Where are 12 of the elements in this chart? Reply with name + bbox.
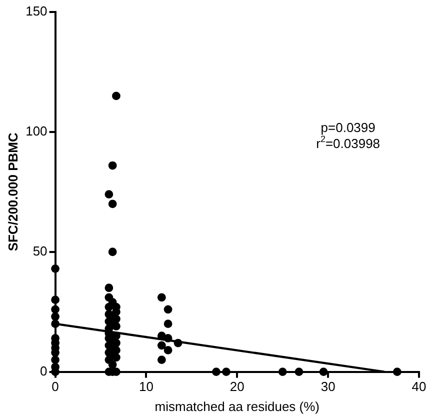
y-tick-label: 150 [26,4,48,19]
annotation: p=0.0399 [320,120,376,135]
y-tick-label: 50 [32,243,48,258]
y-tick-label: 0 [40,363,48,378]
x-axis-title: mismatched aa residues (%) [154,398,320,414]
x-tick-label: 40 [412,379,426,394]
y-axis-title: SFC/200.000 PBMC [5,132,20,252]
x-tick-label: 10 [138,379,154,394]
y-tick-label: 100 [26,124,48,139]
x-tick-label: 20 [230,379,244,394]
x-tick-label: 30 [320,379,336,394]
x-tick-label: 0 [52,379,59,394]
